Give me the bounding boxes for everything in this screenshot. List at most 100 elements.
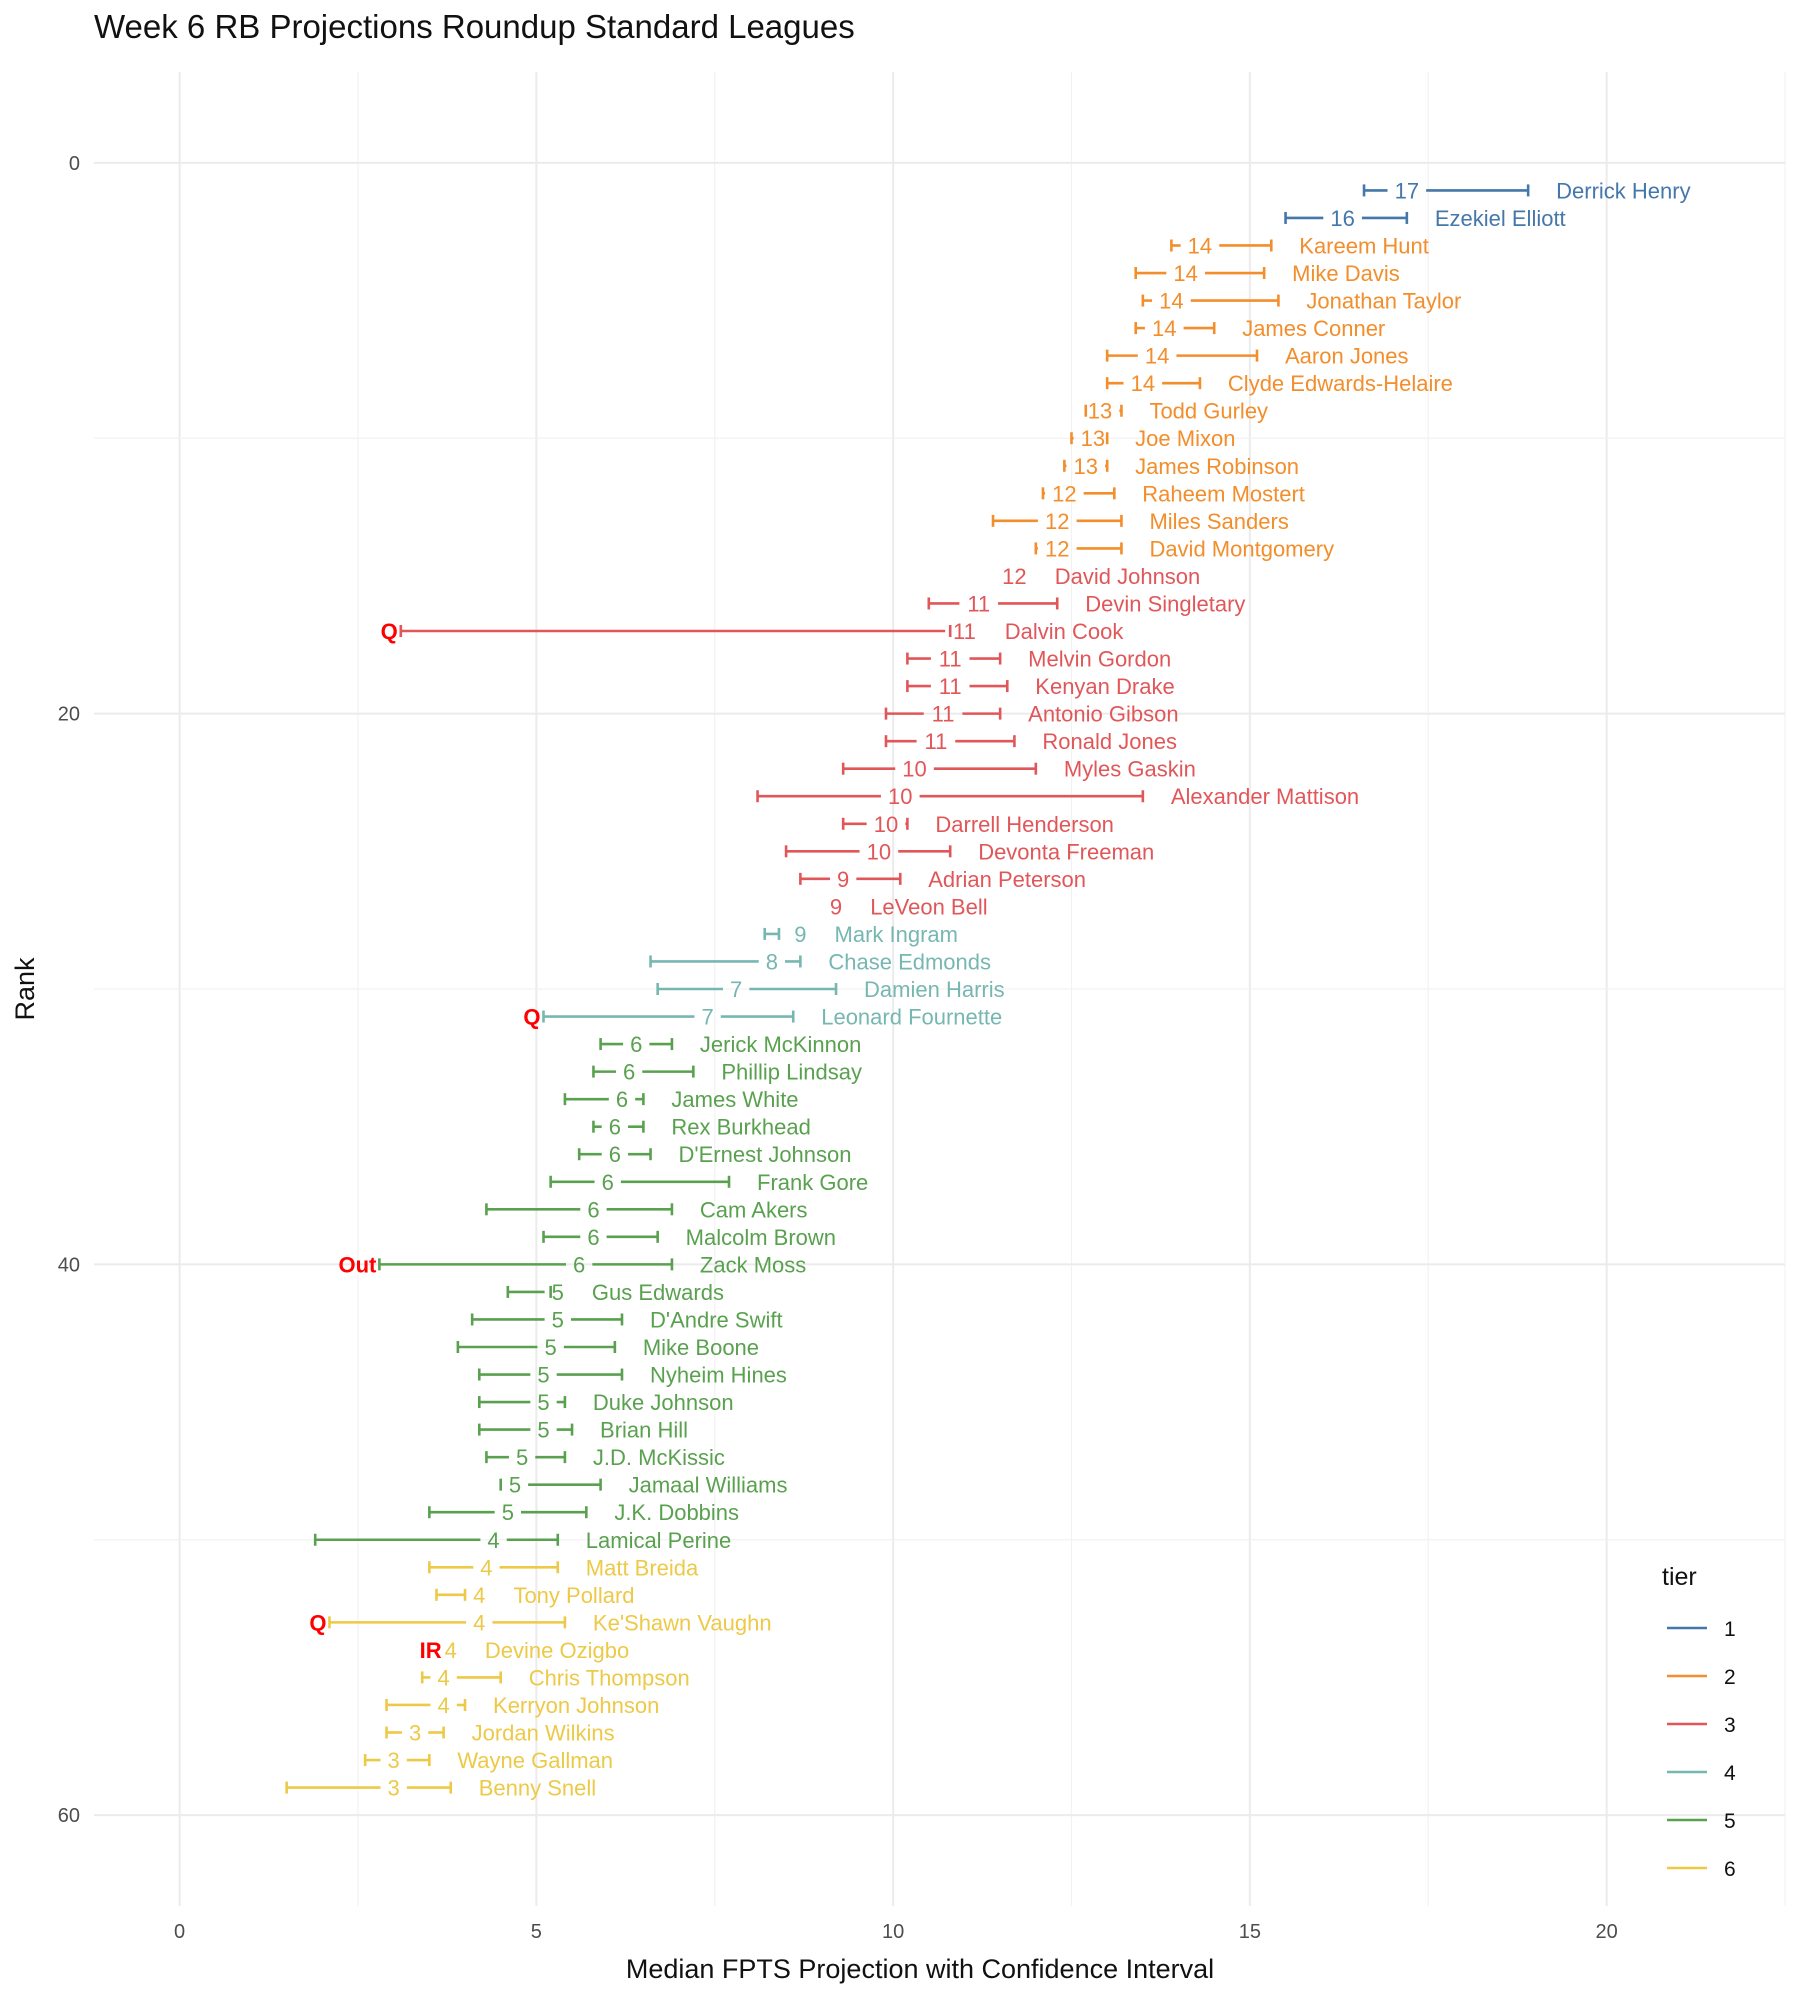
y-tick-label: 60 [58, 1805, 80, 1827]
player-name-label: J.D. McKissic [593, 1445, 725, 1470]
player-name-label: Adrian Peterson [928, 867, 1086, 892]
player-errorbar: 11 Melvin Gordon [906, 647, 1171, 672]
median-label: 5 [537, 1390, 549, 1415]
player-name-label: Damien Harris [864, 977, 1005, 1002]
player-name-label: Devin Singletary [1085, 591, 1245, 616]
median-label: 14 [1152, 316, 1176, 341]
player-name-label: Melvin Gordon [1028, 647, 1171, 672]
player-name-label: Darrell Henderson [935, 812, 1114, 837]
median-label: 5 [552, 1307, 564, 1332]
median-label: 6 [623, 1060, 635, 1085]
player-name-label: Gus Edwards [592, 1280, 724, 1305]
player-errorbar: 5 J.D. McKissic [485, 1445, 725, 1470]
player-name-label: Lamical Perine [586, 1528, 732, 1553]
player-errorbar: 5 Jamaal Williams [499, 1473, 788, 1498]
legend-title: tier [1662, 1563, 1697, 1591]
player-name-label: Jerick McKinnon [700, 1032, 861, 1057]
player-name-label: Joe Mixon [1135, 426, 1235, 451]
player-errorbar: 6 Malcolm Brown [542, 1225, 836, 1250]
player-name-label: Leonard Fournette [821, 1005, 1002, 1030]
player-errorbar: 13 Todd Gurley [1084, 399, 1268, 424]
injury-status-label: IR [420, 1638, 442, 1663]
player-name-label: Kerryon Johnson [493, 1693, 659, 1718]
player-errorbar: 11 Antonio Gibson [884, 702, 1179, 727]
player-errorbar: 14 Jonathan Taylor [1141, 289, 1461, 314]
player-name-label: Ezekiel Elliott [1435, 206, 1566, 231]
median-label: 12 [1052, 481, 1076, 506]
median-label: 10 [902, 757, 926, 782]
player-errorbar: 12 David Montgomery [1034, 536, 1334, 561]
player-errorbar: 5 J.K. Dobbins [428, 1500, 739, 1525]
player-name-label: Miles Sanders [1149, 509, 1288, 534]
player-name-label: Derrick Henry [1556, 178, 1690, 203]
median-label: 14 [1145, 344, 1169, 369]
median-label: 7 [730, 977, 742, 1002]
player-name-label: Todd Gurley [1149, 399, 1268, 424]
player-errorbar: 9 LeVeon Bell [830, 894, 988, 919]
player-errorbar: 3 Wayne Gallman [363, 1748, 613, 1773]
injury-status-label: Q [309, 1610, 326, 1635]
legend-label: 1 [1724, 1618, 1736, 1641]
player-name-label: Kareem Hunt [1299, 233, 1429, 258]
x-tick-label: 5 [531, 1921, 542, 1943]
median-label: 16 [1330, 206, 1354, 231]
median-label: 4 [437, 1665, 449, 1690]
legend-label: 5 [1724, 1810, 1736, 1833]
player-name-label: Chase Edmonds [828, 949, 991, 974]
player-name-label: James White [671, 1087, 798, 1112]
player-errorbar: 5 Brian Hill [477, 1418, 688, 1443]
median-label: 8 [766, 949, 778, 974]
x-tick-label: 0 [174, 1921, 185, 1943]
median-label: 11 [953, 619, 976, 644]
player-name-label: Zack Moss [700, 1252, 806, 1277]
player-name-label: Clyde Edwards-Helaire [1228, 371, 1453, 396]
player-name-label: Chris Thompson [529, 1665, 690, 1690]
median-label: 4 [487, 1528, 499, 1553]
player-name-label: Phillip Lindsay [721, 1060, 862, 1085]
player-name-label: Cam Akers [700, 1197, 808, 1222]
player-errorbar: 4 Tony Pollard [435, 1583, 635, 1608]
player-name-label: Mike Davis [1292, 261, 1400, 286]
median-label: 14 [1159, 289, 1183, 314]
injury-status-label: Q [523, 1005, 540, 1030]
y-axis-title: Rank [10, 957, 40, 1021]
median-label: 3 [388, 1776, 400, 1801]
player-errorbar: 8 Chase Edmonds [649, 949, 991, 974]
player-name-label: Jamaal Williams [629, 1473, 788, 1498]
player-errorbar: 5 Gus Edwards [506, 1280, 724, 1305]
player-errorbar: 10 Alexander Mattison [756, 784, 1359, 809]
player-name-label: Dalvin Cook [1005, 619, 1125, 644]
player-name-label: Raheem Mostert [1142, 481, 1305, 506]
player-errorbar: 3 Benny Snell [285, 1776, 596, 1801]
median-label: 7 [701, 1005, 713, 1030]
player-errorbar: 6 James White [563, 1087, 799, 1112]
median-label: 14 [1173, 261, 1197, 286]
median-label: 6 [587, 1225, 599, 1250]
player-name-label: Antonio Gibson [1028, 702, 1178, 727]
player-errorbar: 13 Joe Mixon [1070, 426, 1235, 451]
player-errorbar: 5 D'Andre Swift [470, 1307, 783, 1332]
player-errorbar: 14 Aaron Jones [1105, 344, 1409, 369]
player-name-label: Malcolm Brown [686, 1225, 836, 1250]
median-label: 12 [1045, 536, 1069, 561]
player-name-label: David Johnson [1055, 564, 1201, 589]
y-tick-label: 40 [58, 1254, 80, 1276]
player-errorbar: 9 Mark Ingram [763, 922, 958, 947]
player-name-label: James Robinson [1135, 454, 1299, 479]
median-label: 9 [837, 867, 849, 892]
player-name-label: Aaron Jones [1285, 344, 1409, 369]
grid-lines [94, 72, 1786, 1906]
median-label: 11 [939, 647, 962, 672]
player-errorbar: 14 James Conner [1134, 316, 1385, 341]
player-name-label: David Montgomery [1149, 536, 1334, 561]
player-name-label: Ronald Jones [1042, 729, 1177, 754]
x-tick-label: 15 [1239, 1921, 1261, 1943]
player-errorbar: 6 Frank Gore [549, 1170, 868, 1195]
legend-label: 4 [1724, 1762, 1736, 1785]
player-errorbar: 6 Phillip Lindsay [592, 1060, 862, 1085]
median-label: 5 [502, 1500, 514, 1525]
player-errorbar: 10 Darrell Henderson [841, 812, 1114, 837]
player-name-label: Nyheim Hines [650, 1363, 787, 1388]
median-label: 5 [545, 1335, 557, 1360]
player-errorbar: 14 Kareem Hunt [1170, 233, 1429, 258]
